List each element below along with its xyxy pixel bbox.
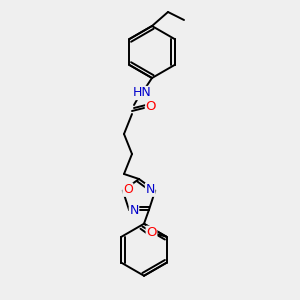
Text: O: O <box>123 183 133 196</box>
Text: O: O <box>146 100 156 113</box>
Text: HN: HN <box>133 86 152 100</box>
Text: N: N <box>129 204 139 217</box>
Text: N: N <box>146 183 155 196</box>
Text: O: O <box>146 226 157 239</box>
